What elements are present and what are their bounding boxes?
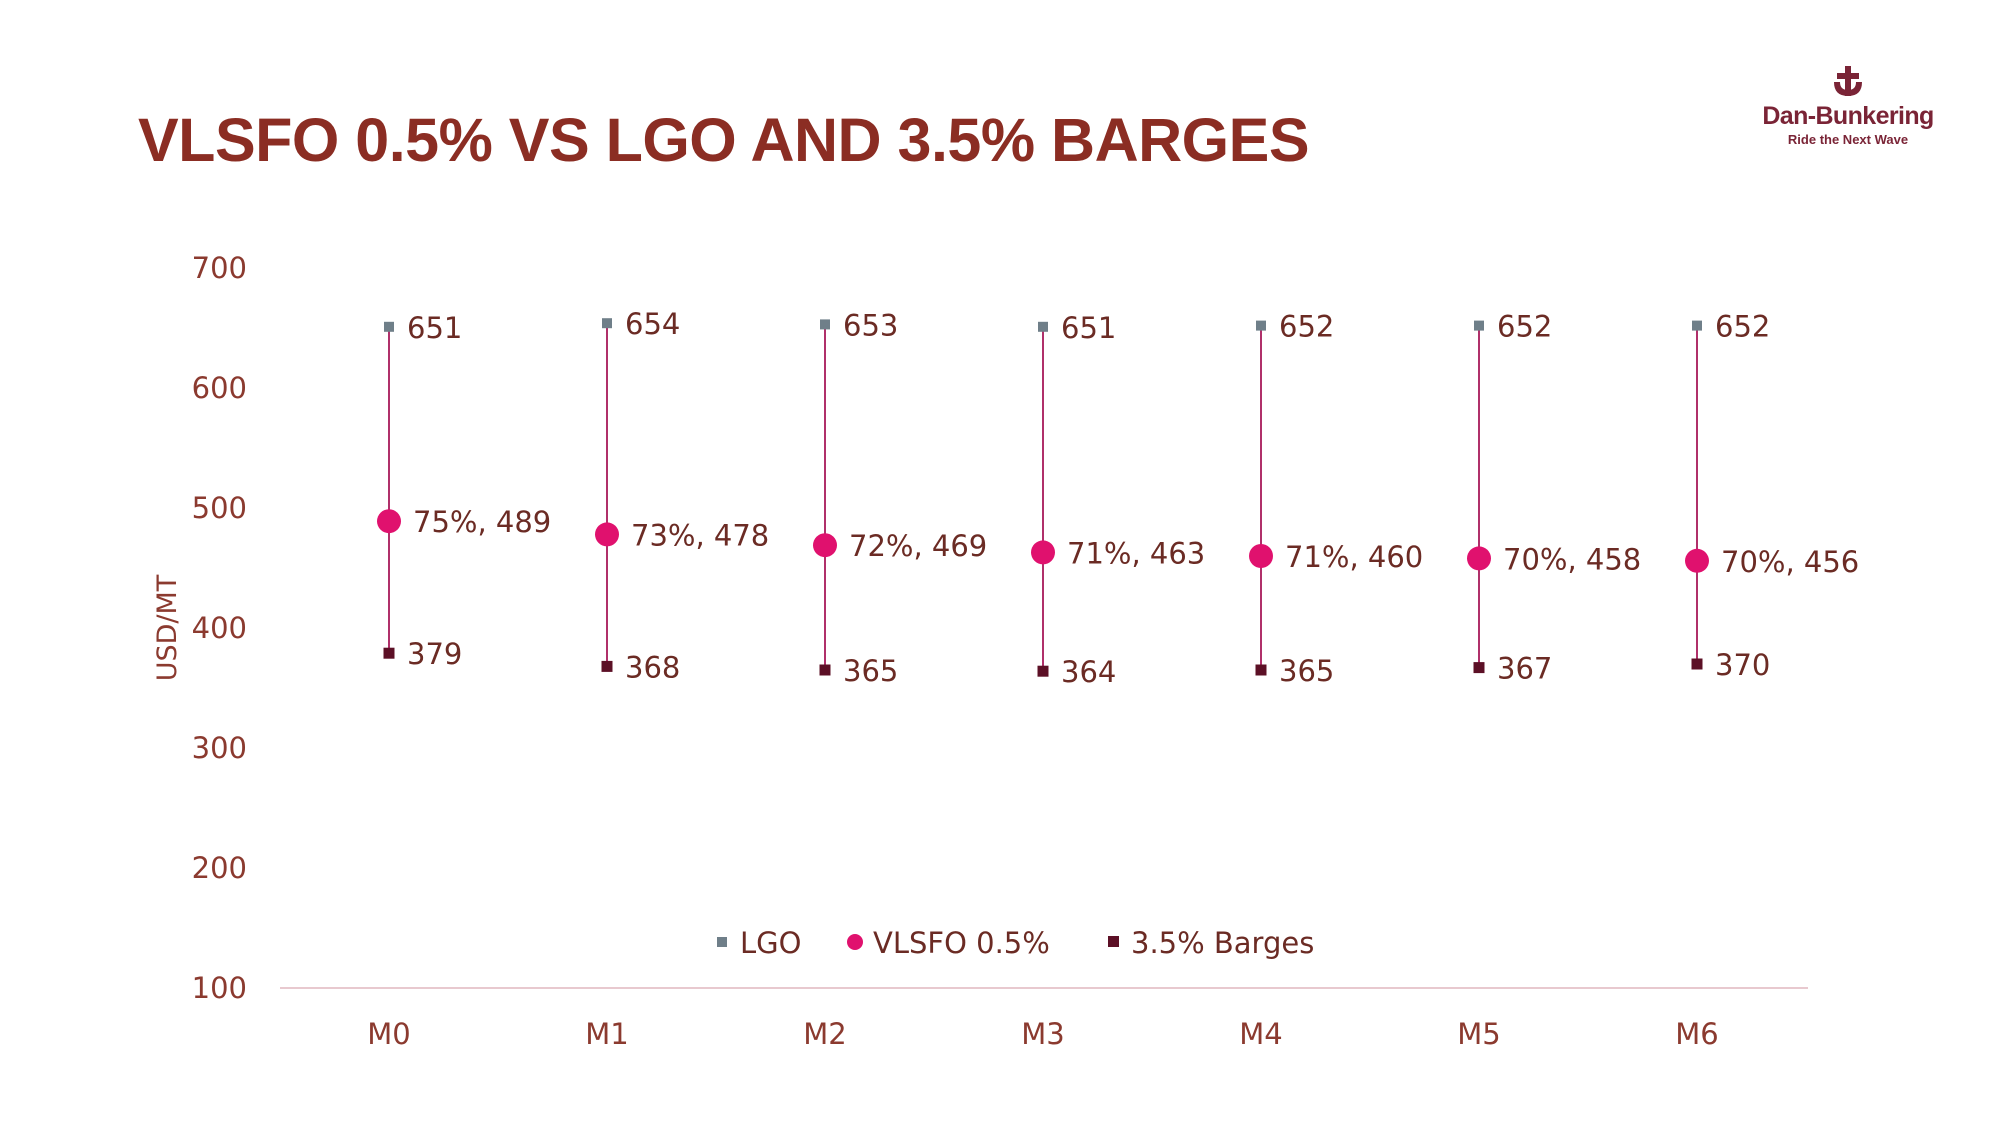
legend-barges-label: 3.5% Barges <box>1131 926 1314 960</box>
barges-point <box>1473 662 1485 674</box>
x-tick-label: M4 <box>1239 1017 1282 1051</box>
lgo-point <box>1692 320 1702 331</box>
vlsfo-data-label: 71%, 460 <box>1285 540 1423 574</box>
lgo-point <box>1256 320 1266 331</box>
barges-data-label: 379 <box>407 637 462 671</box>
barges-data-label: 365 <box>843 654 898 688</box>
barges-point <box>819 664 831 676</box>
y-axis-ticks: 700 600 500 400 300 200 100 <box>192 251 247 1005</box>
vlsfo-point <box>1467 546 1491 571</box>
y-tick-label: 600 <box>192 371 247 405</box>
lgo-data-label: 653 <box>843 308 898 342</box>
y-tick-label: 700 <box>192 251 247 285</box>
y-tick-label: 400 <box>192 611 247 645</box>
y-tick-label: 500 <box>192 491 247 525</box>
x-tick-label: M3 <box>1021 1017 1064 1051</box>
data-marks <box>377 318 1709 677</box>
lgo-point <box>384 321 394 332</box>
vlsfo-data-label: 73%, 478 <box>631 518 769 552</box>
y-tick-label: 200 <box>192 851 247 885</box>
brand-name: Dan-Bunkering <box>1762 102 1934 130</box>
y-tick-label: 100 <box>192 971 247 1005</box>
lgo-point <box>1038 321 1048 332</box>
lgo-point <box>820 319 830 330</box>
vlsfo-data-label: 72%, 469 <box>849 529 987 563</box>
barges-point <box>1037 665 1049 677</box>
vlsfo-data-label: 70%, 456 <box>1721 545 1859 579</box>
vlsfo-point <box>595 522 619 547</box>
legend-barges-marker <box>1108 936 1119 947</box>
y-axis-label: USD/MT <box>152 574 183 681</box>
vlsfo-point <box>1685 548 1709 573</box>
lgo-data-label: 654 <box>625 307 680 341</box>
lgo-data-label: 652 <box>1279 310 1334 344</box>
legend-vlsfo-label: VLSFO 0.5% <box>873 926 1050 960</box>
lgo-point <box>602 318 612 329</box>
legend: LGO VLSFO 0.5% 3.5% Barges <box>717 926 1314 960</box>
legend-lgo-label: LGO <box>740 926 801 960</box>
barges-point <box>601 660 613 672</box>
lgo-data-label: 652 <box>1715 310 1770 344</box>
brand-tagline: Ride the Next Wave <box>1787 132 1909 147</box>
x-tick-label: M6 <box>1675 1017 1718 1051</box>
barges-point <box>1691 658 1703 670</box>
legend-vlsfo-marker <box>847 934 863 950</box>
vlsfo-point <box>1031 540 1055 565</box>
lgo-data-label: 652 <box>1497 310 1552 344</box>
lgo-point <box>1474 320 1484 331</box>
barges-data-label: 365 <box>1279 654 1334 688</box>
barges-point <box>1255 664 1267 676</box>
x-tick-label: M2 <box>803 1017 846 1051</box>
vlsfo-point <box>813 533 837 558</box>
barges-point <box>383 647 395 659</box>
data-labels: 651 75%, 489 379 654 73%, 478 368 653 72%, 469 3… <box>407 307 1859 689</box>
y-tick-label: 300 <box>192 731 247 765</box>
x-tick-label: M1 <box>585 1017 628 1051</box>
x-tick-label: M5 <box>1457 1017 1500 1051</box>
barges-data-label: 367 <box>1497 652 1552 686</box>
vlsfo-data-label: 75%, 489 <box>413 505 551 539</box>
page-title: VLSFO 0.5% VS LGO AND 3.5% BARGES <box>138 106 1310 174</box>
vlsfo-point <box>1249 544 1273 568</box>
legend-lgo-marker <box>717 937 727 947</box>
lgo-data-label: 651 <box>1061 311 1116 345</box>
vlsfo-data-label: 70%, 458 <box>1503 542 1641 576</box>
barges-data-label: 364 <box>1061 655 1116 689</box>
anchor-icon <box>1834 66 1862 96</box>
barges-data-label: 370 <box>1715 648 1770 682</box>
lgo-data-label: 651 <box>407 311 462 345</box>
vlsfo-data-label: 71%, 463 <box>1067 536 1205 570</box>
brand-logo: Dan-Bunkering Ride the Next Wave <box>1748 66 1948 147</box>
barges-data-label: 368 <box>625 650 680 684</box>
vlsfo-point <box>377 509 401 534</box>
x-tick-label: M0 <box>367 1017 410 1051</box>
x-axis: M0 M1 M2 M3 M4 M5 M6 <box>280 987 1808 1051</box>
range-lines <box>388 323 1698 672</box>
